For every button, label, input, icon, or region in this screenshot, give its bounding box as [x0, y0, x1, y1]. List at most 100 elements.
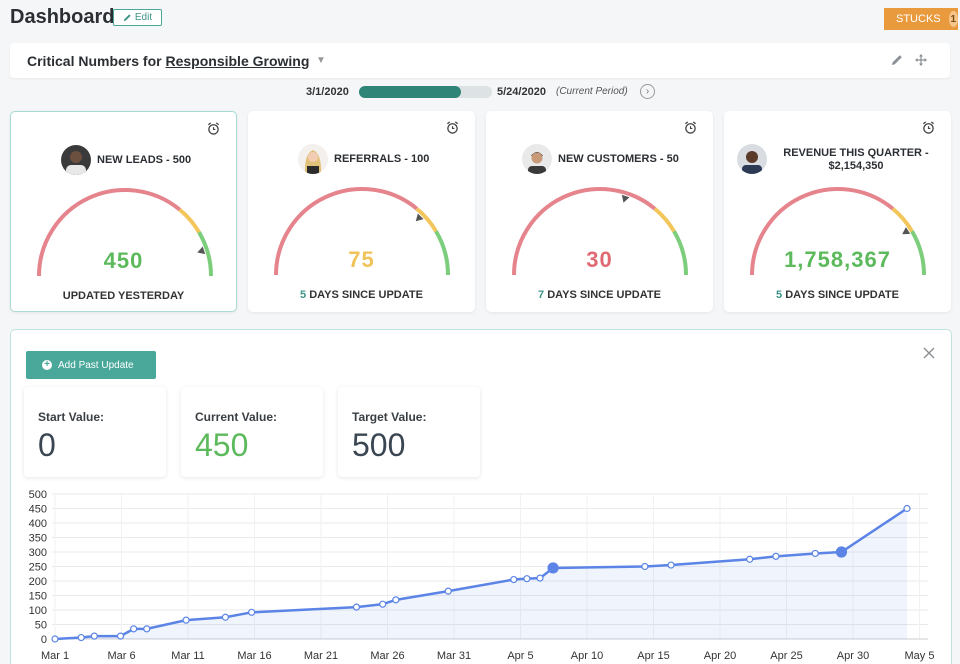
edit-button[interactable]: Edit	[113, 9, 162, 26]
gauge	[512, 187, 688, 276]
data-point[interactable]	[746, 555, 754, 563]
title-prefix: Critical Numbers for	[27, 53, 162, 69]
x-tick-label: Mar 31	[437, 650, 471, 662]
data-point[interactable]	[143, 625, 151, 633]
data-point[interactable]	[352, 603, 361, 611]
data-point[interactable]	[772, 552, 780, 560]
x-tick-label: Apr 15	[637, 650, 669, 662]
kpi-card-referrals[interactable]: REFERRALS - 100 75 5 DAYS SINCE UPDATE	[248, 111, 475, 312]
data-point[interactable]	[811, 549, 819, 558]
gauge-pointer	[197, 246, 206, 255]
series-area	[55, 508, 907, 639]
alarm-icon[interactable]	[446, 121, 459, 134]
gauge	[750, 187, 926, 276]
period-progress-fill	[359, 86, 462, 98]
y-tick-label: 250	[29, 562, 47, 574]
stucks-button[interactable]: STUCKS 1	[884, 8, 958, 30]
y-tick-label: 400	[29, 518, 47, 530]
highlighted-data-point[interactable]	[835, 546, 848, 558]
target-value-label: Target Value:	[352, 410, 427, 424]
x-tick-label: Apr 30	[837, 650, 869, 662]
pencil-icon[interactable]	[890, 53, 904, 67]
alarm-icon[interactable]	[684, 121, 697, 134]
kpi-value: 75	[348, 247, 375, 272]
start-value-label: Start Value:	[38, 410, 105, 424]
kpi-title: REFERRALS - 100	[334, 153, 430, 165]
top-bar: Dashboard Edit STUCKS 1	[0, 0, 960, 34]
close-icon[interactable]	[923, 347, 935, 359]
gauge-green-segment	[910, 230, 926, 276]
chevron-down-icon[interactable]: ▼	[316, 55, 326, 66]
gauge-yellow-segment	[891, 207, 914, 233]
data-point[interactable]	[77, 633, 85, 642]
x-tick-label: Apr 10	[571, 650, 603, 662]
period-bar: 3/1/2020 5/24/2020 (Current Period) ›	[0, 84, 960, 100]
x-tick-label: Apr 20	[704, 650, 736, 662]
gauge-red-segment	[750, 187, 895, 276]
stucks-count-badge: 1	[948, 11, 958, 27]
chevron-right-icon[interactable]: ›	[640, 84, 655, 99]
gauge-yellow-segment	[415, 207, 438, 233]
data-point[interactable]	[182, 616, 190, 624]
current-value: 450	[195, 427, 249, 463]
plus-icon: +	[42, 360, 52, 370]
y-tick-label: 100	[29, 605, 47, 617]
data-point[interactable]	[116, 632, 125, 640]
gauge-pointer	[621, 194, 630, 203]
target-value: 500	[352, 427, 406, 463]
y-tick-label: 300	[29, 547, 47, 559]
data-point[interactable]	[221, 613, 229, 621]
plan-link[interactable]: Responsible Growing	[165, 53, 310, 69]
data-point[interactable]	[90, 632, 98, 640]
data-point[interactable]	[392, 596, 400, 604]
data-point[interactable]	[903, 504, 911, 513]
pencil-icon	[123, 14, 131, 22]
kpi-card-new-customers[interactable]: NEW CUSTOMERS - 50 30 7 DAYS SINCE UPDAT…	[486, 111, 713, 312]
y-tick-label: 150	[29, 591, 47, 603]
kpi-card-new-leads[interactable]: NEW LEADS - 500 450 UPDATED YESTERDAY	[10, 111, 237, 312]
alarm-icon[interactable]	[922, 121, 935, 134]
y-tick-label: 500	[29, 489, 47, 501]
current-value-label: Current Value:	[195, 410, 278, 424]
stucks-label: STUCKS	[896, 13, 941, 25]
gauge-red-segment	[512, 187, 657, 276]
gauge-pointer	[902, 227, 911, 235]
data-point[interactable]	[641, 562, 649, 571]
kpi-detail-panel: + Add Past Update Start Value: 0 Current…	[10, 329, 952, 664]
avatar	[298, 144, 328, 174]
x-tick-label: Mar 1	[41, 650, 69, 662]
alarm-icon[interactable]	[207, 122, 220, 135]
x-tick-label: Apr 25	[770, 650, 802, 662]
data-point[interactable]	[536, 574, 544, 582]
kpi-card-revenue[interactable]: REVENUE THIS QUARTER - $2,154,350 1,758,…	[724, 111, 951, 312]
x-tick-label: Mar 16	[237, 650, 271, 662]
kpi-value: 30	[586, 247, 613, 272]
highlighted-data-point[interactable]	[547, 562, 559, 574]
page-title: Dashboard	[10, 6, 115, 28]
data-point[interactable]	[510, 575, 518, 584]
x-tick-label: Mar 21	[304, 650, 338, 662]
x-tick-label: Mar 6	[107, 650, 135, 662]
data-point[interactable]	[667, 561, 675, 569]
move-icon[interactable]	[914, 53, 928, 67]
critical-numbers-header: Critical Numbers for Responsible Growing…	[10, 43, 950, 78]
data-point[interactable]	[523, 575, 531, 583]
start-value-box: Start Value: 0	[24, 387, 166, 477]
gauge	[274, 187, 450, 276]
data-point[interactable]	[379, 600, 387, 608]
data-point[interactable]	[51, 635, 59, 643]
add-past-update-button[interactable]: + Add Past Update	[26, 351, 156, 379]
data-point[interactable]	[444, 587, 452, 595]
y-tick-label: 450	[29, 504, 47, 516]
add-past-update-label: Add Past Update	[58, 359, 134, 371]
target-value-box: Target Value: 500	[338, 387, 480, 477]
gauge-yellow-segment	[178, 208, 201, 234]
gauge-red-segment	[274, 187, 419, 276]
data-point[interactable]	[130, 625, 138, 633]
y-tick-label: 50	[35, 620, 47, 632]
y-tick-label: 350	[29, 533, 47, 545]
data-point[interactable]	[248, 608, 256, 616]
critical-numbers-title: Critical Numbers for Responsible Growing	[27, 53, 309, 69]
y-tick-label: 0	[41, 634, 47, 646]
